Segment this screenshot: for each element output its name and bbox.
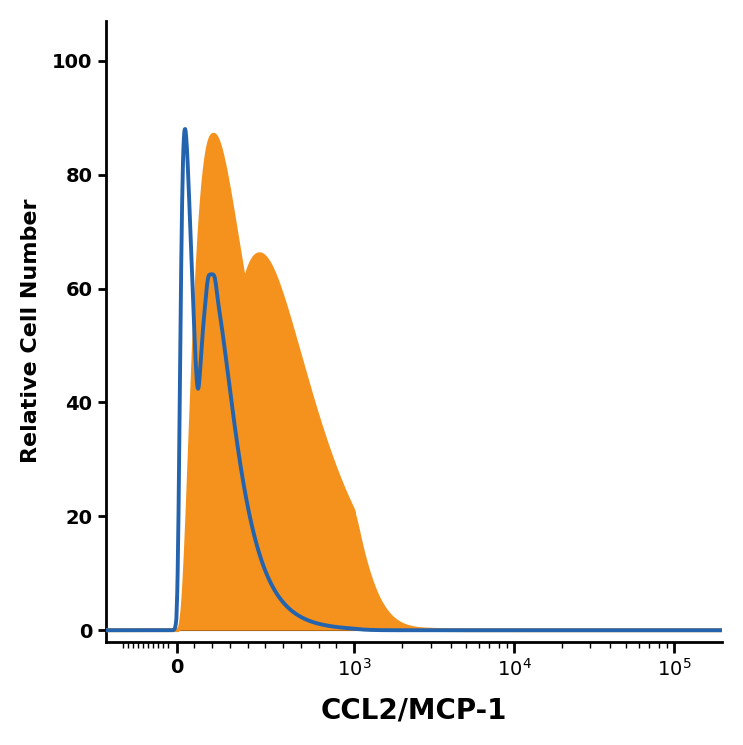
X-axis label: CCL2/MCP-1: CCL2/MCP-1 [321, 696, 507, 724]
Y-axis label: Relative Cell Number: Relative Cell Number [21, 199, 41, 463]
